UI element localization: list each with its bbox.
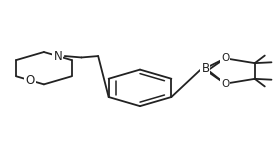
Text: O: O [25, 74, 35, 87]
Text: B: B [201, 62, 209, 75]
Text: N: N [53, 50, 62, 63]
Text: O: O [221, 79, 229, 89]
Text: O: O [221, 53, 229, 63]
